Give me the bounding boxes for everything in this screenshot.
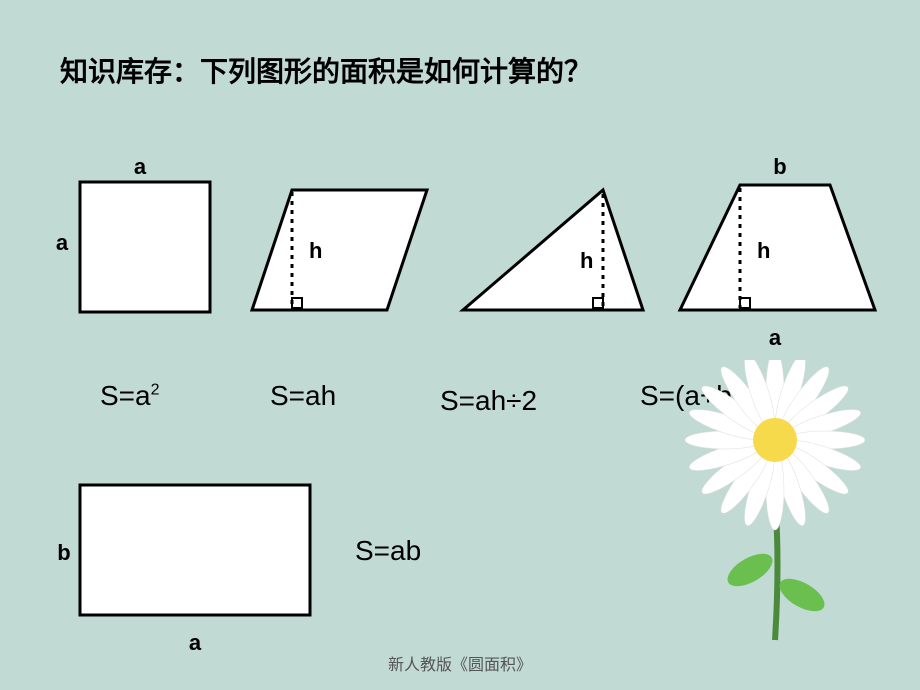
square-top-label: a — [134, 154, 147, 179]
square-shape: a a — [40, 150, 220, 330]
trapezoid-b-label: b — [773, 154, 786, 179]
trapezoid-a-label: a — [769, 325, 782, 350]
square-left-label: a — [56, 230, 69, 255]
parallelogram-h-label: h — [309, 238, 322, 263]
page-title: 知识库存：下列图形的面积是如何计算的？ — [60, 50, 592, 90]
square-formula-sup: 2 — [151, 382, 160, 399]
shapes-row-2: b a — [50, 475, 330, 675]
rectangle-formula: S=ab — [355, 535, 421, 567]
square-formula-base: S=a — [100, 380, 151, 411]
trapezoid-block: b h a — [670, 150, 890, 350]
parallelogram-block: h a — [237, 150, 437, 350]
triangle-a-label: a — [555, 325, 568, 330]
shapes-row-1: a a h a h a b h a — [40, 150, 890, 350]
parallelogram-formula: S=ah — [270, 380, 336, 412]
parallelogram-shape: h a — [237, 150, 437, 330]
square-block: a a — [40, 150, 220, 350]
rectangle-b-label: b — [57, 540, 70, 565]
parallelogram-a-label: a — [319, 325, 332, 330]
triangle-h-label: h — [580, 248, 593, 273]
square-formula: S=a2 — [100, 380, 160, 412]
trapezoid-shape: b h a — [670, 150, 890, 350]
trapezoid-h-label: h — [757, 238, 770, 263]
page-footer: 新人教版《圆面积》 — [0, 651, 920, 675]
triangle-block: h a — [453, 150, 653, 350]
rectangle-shape: b a — [50, 475, 330, 675]
flower-decoration — [680, 360, 870, 650]
triangle-shape: h a — [453, 150, 653, 330]
triangle-formula: S=ah÷2 — [440, 385, 537, 417]
